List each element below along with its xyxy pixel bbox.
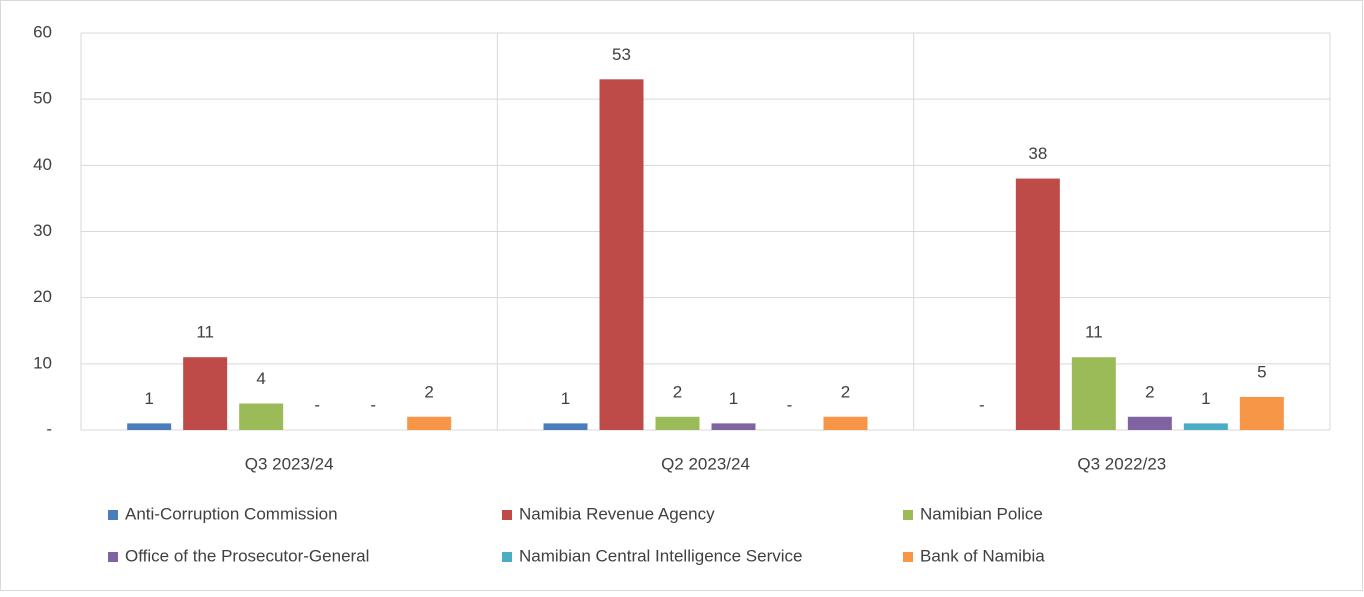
bar — [823, 416, 868, 430]
data-label: 2 — [424, 382, 433, 401]
bar — [1071, 357, 1116, 430]
data-label: 2 — [841, 382, 850, 401]
bar — [1127, 416, 1172, 430]
y-tick-label: 60 — [33, 22, 52, 41]
bar — [711, 423, 756, 430]
data-label: 2 — [1145, 382, 1154, 401]
bar — [1239, 396, 1284, 430]
data-label: - — [979, 395, 985, 414]
data-label: 5 — [1257, 362, 1266, 381]
x-tick-label: Q3 2023/24 — [245, 454, 334, 473]
data-label: 4 — [256, 369, 265, 388]
x-tick-label: Q2 2023/24 — [661, 454, 750, 473]
x-tick-label: Q3 2022/23 — [1077, 454, 1166, 473]
data-label: 38 — [1028, 144, 1047, 163]
bar — [1015, 178, 1060, 430]
data-label: 1 — [729, 389, 738, 408]
legend-label: Bank of Namibia — [920, 546, 1045, 565]
data-label: - — [370, 395, 376, 414]
legend-swatch — [108, 552, 118, 562]
legend-label: Office of the Prosecutor-General — [125, 546, 369, 565]
y-tick-label: 40 — [33, 155, 52, 174]
legend-swatch — [502, 510, 512, 520]
y-tick-label: 10 — [33, 353, 52, 372]
y-tick-label: 50 — [33, 89, 52, 108]
bar — [1183, 423, 1228, 430]
legend-label: Namibia Revenue Agency — [519, 504, 715, 523]
legend-swatch — [502, 552, 512, 562]
legend-swatch — [903, 510, 913, 520]
y-tick-label: - — [46, 419, 52, 438]
bar — [407, 416, 452, 430]
bar — [127, 423, 172, 430]
data-label: - — [787, 395, 793, 414]
data-label: 1 — [144, 389, 153, 408]
legend-label: Anti-Corruption Commission — [125, 504, 338, 523]
data-label: - — [314, 395, 320, 414]
bar — [543, 423, 588, 430]
data-label: 1 — [561, 389, 570, 408]
legend-label: Namibian Police — [920, 504, 1043, 523]
data-label: 53 — [612, 45, 631, 64]
bar — [183, 357, 228, 430]
data-label: 11 — [196, 323, 214, 342]
legend-swatch — [903, 552, 913, 562]
y-tick-label: 30 — [33, 221, 52, 240]
data-label: 11 — [1085, 323, 1103, 342]
legend-swatch — [108, 510, 118, 520]
bar — [599, 79, 644, 431]
bar — [655, 416, 700, 430]
y-tick-label: 20 — [33, 287, 52, 306]
legend-label: Namibian Central Intelligence Service — [519, 546, 802, 565]
data-label: 2 — [673, 382, 682, 401]
bar — [239, 403, 284, 430]
data-label: 1 — [1201, 389, 1210, 408]
